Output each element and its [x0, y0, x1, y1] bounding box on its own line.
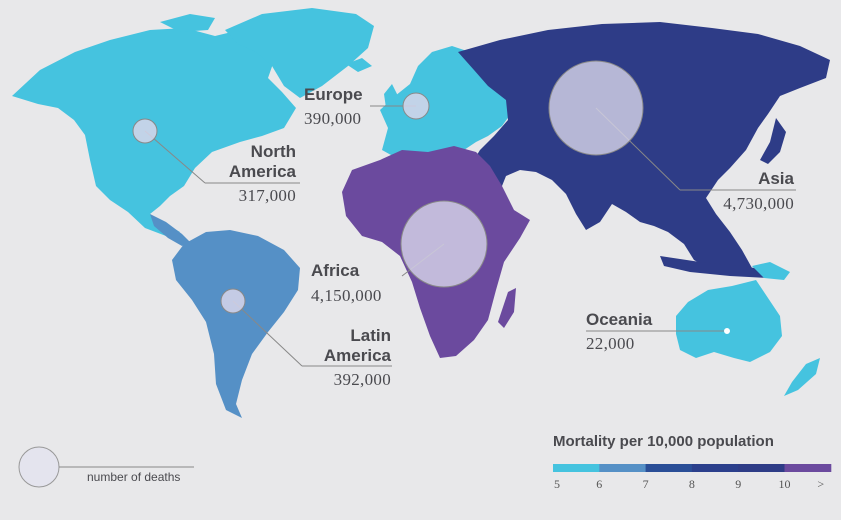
indonesia-shape	[660, 256, 770, 278]
oceania-bubble	[724, 328, 730, 334]
oceania-name: Oceania	[586, 310, 653, 329]
oceania-deaths: 22,000	[586, 334, 635, 353]
north-america-name-2: America	[229, 162, 297, 181]
latin-america-name-2: America	[324, 346, 392, 365]
size-legend-circle	[18, 446, 60, 488]
new-zealand-shape	[784, 358, 820, 396]
africa-name: Africa	[311, 261, 360, 280]
legend-tick-label: 10	[779, 477, 791, 491]
africa-deaths: 4,150,000	[311, 286, 382, 305]
japan-shape	[760, 118, 786, 164]
size-legend-label: number of deaths	[87, 470, 180, 484]
legend-bin-6	[784, 464, 832, 472]
legend-tick-label: 6	[596, 477, 602, 491]
color-legend: Mortality per 10,000 population 5 6 7 8 9 10 >	[553, 433, 832, 491]
central-america-shape	[150, 214, 190, 246]
asia-name: Asia	[758, 169, 794, 188]
legend-bin-5	[738, 464, 785, 472]
latin-america-bubble	[220, 288, 246, 314]
iceland-shape	[346, 58, 372, 72]
legend-bin-2	[599, 464, 647, 472]
asia-deaths: 4,730,000	[723, 194, 794, 213]
uk-shape	[384, 84, 398, 110]
latin-america-leader	[232, 300, 303, 367]
latin-america-deaths: 392,000	[334, 370, 391, 389]
legend-tick-label: 7	[643, 477, 649, 491]
legend-tick-label: 5	[554, 477, 560, 491]
latin-america-name-1: Latin	[350, 326, 391, 345]
color-legend-bins	[553, 464, 832, 472]
north-america-name-1: North	[251, 142, 296, 161]
legend-bin-4	[691, 464, 739, 472]
europe-name: Europe	[304, 85, 363, 104]
new-guinea-shape	[752, 262, 790, 280]
legend-tick-label: 8	[689, 477, 695, 491]
north-america-deaths: 317,000	[239, 186, 296, 205]
death-bubbles	[132, 60, 796, 367]
australia-shape	[676, 280, 782, 362]
legend-tick-label: >	[817, 477, 824, 491]
arctic-islands-shape	[160, 14, 215, 32]
asia-shape	[458, 22, 830, 276]
color-legend-ticks: 5 6 7 8 9 10 >	[554, 477, 824, 491]
size-legend: number of deaths	[18, 446, 194, 488]
region-labels: North America 317,000 Europe 390,000 Asi…	[229, 85, 795, 389]
asia-bubble	[548, 60, 644, 156]
north-america-bubble	[132, 118, 158, 144]
north-america-leader	[144, 130, 206, 184]
latin-america-shape	[172, 230, 300, 418]
europe-bubble	[402, 92, 430, 120]
legend-bin-3	[645, 464, 693, 472]
africa-bubble	[400, 200, 488, 288]
color-legend-title: Mortality per 10,000 population	[553, 433, 774, 450]
europe-deaths: 390,000	[304, 109, 361, 128]
legend-bin-1	[553, 464, 600, 472]
madagascar-shape	[498, 288, 516, 328]
legend-tick-label: 9	[735, 477, 741, 491]
greenland-shape	[225, 8, 374, 98]
